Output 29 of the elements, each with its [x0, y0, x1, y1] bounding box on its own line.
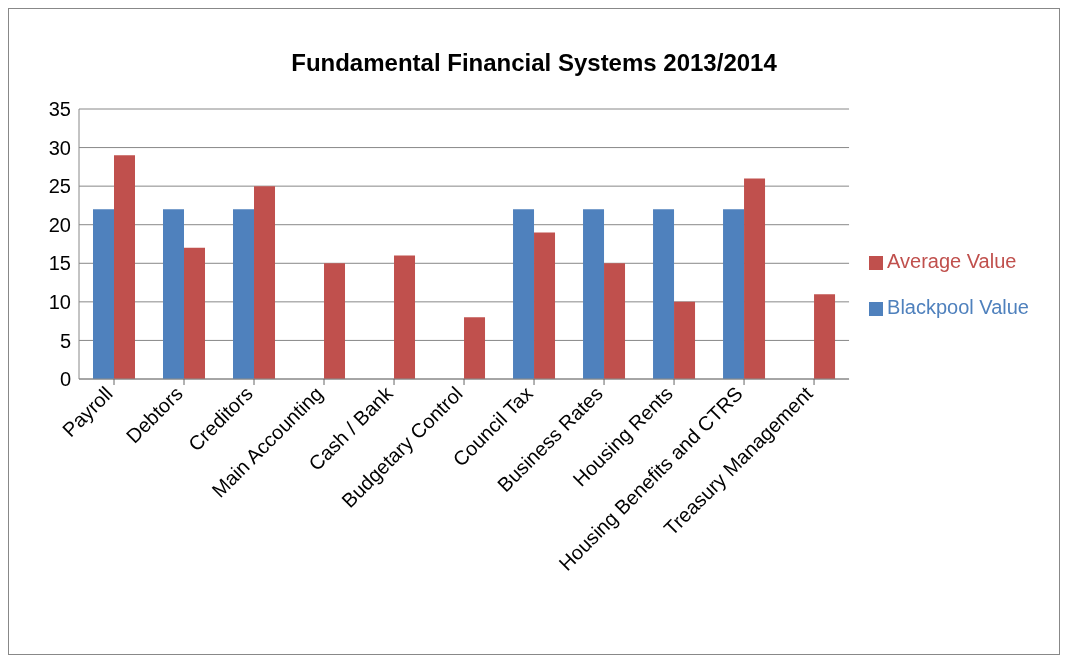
bar [464, 317, 486, 379]
y-tick-label: 20 [48, 213, 71, 236]
bar [814, 294, 836, 379]
y-tick-label: 5 [59, 329, 71, 352]
bar [534, 232, 556, 379]
y-tick-label: 35 [48, 98, 71, 121]
bar [744, 178, 766, 379]
y-tick-label: 25 [48, 175, 71, 198]
legend-label: Blackpool Value [887, 296, 1029, 318]
bar [233, 209, 255, 379]
bar [723, 209, 745, 379]
bar [583, 209, 605, 379]
bar [653, 209, 675, 379]
y-tick-label: 30 [48, 136, 71, 159]
bar [394, 255, 416, 379]
y-tick-label: 15 [48, 252, 71, 275]
bar [93, 209, 114, 379]
chart-title: Fundamental Financial Systems 2013/2014 [290, 48, 778, 78]
y-tick-label: 0 [59, 368, 71, 391]
bar [184, 247, 206, 379]
y-tick-label: 10 [48, 290, 71, 313]
bar [604, 263, 626, 379]
bar [324, 263, 346, 379]
bar [114, 155, 135, 379]
bar [254, 186, 276, 379]
bar [674, 301, 696, 379]
legend-label: Average Value [887, 250, 1017, 272]
bar [513, 209, 535, 379]
bar [163, 209, 185, 379]
